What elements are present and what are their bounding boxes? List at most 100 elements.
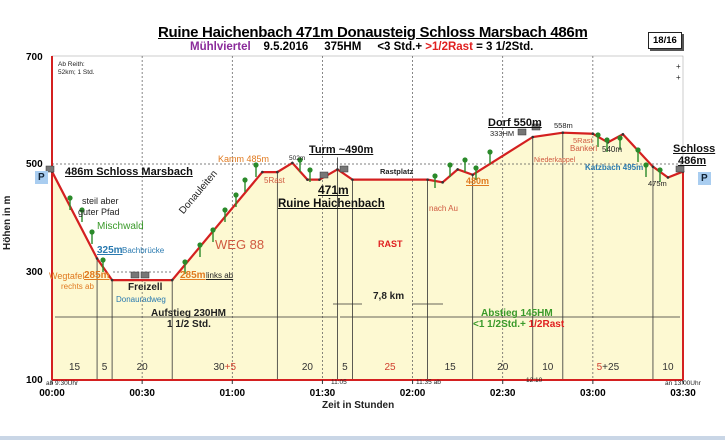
- segment-duration: 5+25: [597, 363, 620, 373]
- waypoint: [561, 131, 565, 134]
- walk-minutes: 15: [444, 362, 456, 373]
- waypoint: [441, 181, 444, 184]
- label: 558m: [554, 121, 573, 130]
- tree-icon: [197, 242, 203, 248]
- tree-icon: [617, 135, 623, 141]
- segment-duration: 15: [69, 363, 80, 373]
- tree-icon: [307, 167, 313, 173]
- waypoint: [261, 170, 264, 174]
- segment-duration: 5: [342, 363, 348, 373]
- label: Ruine Haichenbach: [278, 198, 385, 210]
- x-tick-label: 01:00: [219, 388, 246, 399]
- tree-icon: [210, 227, 216, 233]
- building-icon: [339, 165, 349, 173]
- label: 540m: [602, 145, 623, 154]
- label: Kamm 485m: [218, 154, 270, 164]
- label-start: 486m Schloss Marsbach: [65, 166, 193, 178]
- note: Ab Reith:: [58, 61, 85, 68]
- waypoint: [531, 135, 535, 139]
- tree-icon: [643, 162, 649, 168]
- tree-icon: [222, 207, 228, 213]
- segment-duration: 10: [542, 363, 553, 373]
- label: links ab: [206, 271, 234, 280]
- label: Wegtafel: [49, 271, 85, 281]
- time-note: 11:05: [331, 379, 347, 386]
- tree-icon: [253, 162, 259, 168]
- x-tick-label: 03:30: [670, 388, 696, 399]
- time-note: ab 9:30Uhr: [46, 380, 79, 387]
- waypoint: [276, 170, 279, 174]
- walk-time: <3 Std.+: [377, 41, 423, 53]
- region: Mühlviertel: [190, 41, 251, 53]
- building-icon: [45, 165, 55, 173]
- waypoint: [591, 132, 595, 136]
- waypoint: [471, 173, 474, 177]
- total-time: = 3 1/2Std.: [476, 41, 534, 53]
- label: 502m: [289, 155, 306, 162]
- walk-minutes: 20: [497, 362, 509, 373]
- rest-minutes: +5: [224, 362, 237, 373]
- rest-time: >1/2Rast: [425, 41, 473, 53]
- label: 5Rast: [264, 176, 285, 185]
- label: 1/2Rast: [528, 319, 565, 330]
- waypoint: [456, 168, 459, 171]
- label: Niederkappel: [534, 157, 576, 164]
- segment-duration: 20: [137, 363, 148, 373]
- walk-minutes: +25: [602, 362, 620, 373]
- tree-icon: [487, 149, 493, 155]
- label: 471m: [318, 183, 349, 197]
- marker: +: [676, 62, 681, 71]
- building-icon: [517, 128, 527, 136]
- walk-minutes: 20: [301, 362, 313, 373]
- tree-icon: [595, 132, 601, 138]
- x-tick-label: 00:30: [129, 388, 155, 399]
- page-number: 18/16: [648, 32, 682, 49]
- label: Schloss: [673, 143, 716, 155]
- label: 285m: [180, 270, 206, 281]
- y-tick: 300: [26, 267, 43, 278]
- tree-icon: [242, 177, 248, 183]
- waypoint: [351, 178, 354, 181]
- parking-icon: P: [35, 171, 48, 184]
- tree-icon: [462, 157, 468, 163]
- label: Dorf 550m: [488, 117, 542, 129]
- note: 52km; 1 Std.: [58, 69, 95, 76]
- y-tick: 100: [26, 375, 43, 386]
- waypoint: [318, 178, 321, 181]
- marker: +: [676, 73, 681, 82]
- segment-duration: 20: [302, 363, 313, 373]
- label: steil aber: [82, 196, 119, 206]
- label: rechts ab: [61, 282, 94, 291]
- waypoint: [170, 278, 174, 282]
- tree-icon: [233, 192, 239, 198]
- y-tick: 500: [26, 159, 43, 170]
- y-axis-label: Höhen in m: [2, 195, 13, 250]
- x-axis-label: Zeit in Stunden: [322, 400, 395, 411]
- chart-subtitle: Mühlviertel 9.5.2016 375HM <3 Std.+ >1/2…: [190, 41, 533, 53]
- segment-duration: 15: [445, 363, 456, 373]
- label: 1 1/2 Std.: [167, 319, 211, 330]
- label: WEG 88: [215, 237, 265, 252]
- label: RAST: [378, 239, 403, 249]
- date: 9.5.2016: [263, 41, 309, 53]
- time-note: 11:35 ab: [416, 379, 441, 386]
- tree-icon: [79, 207, 85, 213]
- walk-minutes: 10: [662, 362, 674, 373]
- tree-icon: [297, 157, 303, 163]
- building-icon: [140, 271, 150, 279]
- building-icon: [130, 271, 140, 279]
- waypoint: [651, 165, 655, 168]
- segment-duration: 5: [102, 363, 108, 373]
- waypoint: [291, 161, 294, 165]
- tree-icon: [89, 229, 95, 235]
- taskbar: [0, 436, 725, 440]
- tree-icon: [635, 147, 641, 153]
- tree-icon: [100, 257, 106, 263]
- label: Aufstieg 230HM: [151, 308, 227, 319]
- x-tick-label: 01:30: [309, 388, 336, 399]
- label: Donauradweg: [116, 295, 166, 304]
- parking-icon: P: [698, 172, 711, 185]
- building-icon: [319, 171, 329, 179]
- walk-minutes: 20: [136, 362, 148, 373]
